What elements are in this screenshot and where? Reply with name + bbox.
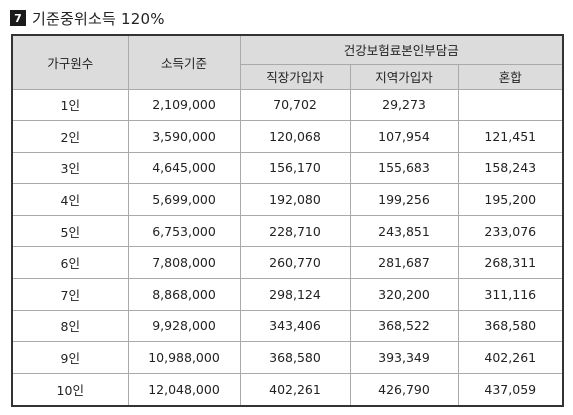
table-row: 2인 3,590,000 120,068 107,954 121,451 <box>13 120 563 153</box>
cell-regional: 243,851 <box>349 214 459 248</box>
cell-mixed: 402,261 <box>457 341 563 374</box>
cell-mixed: 195,200 <box>457 183 563 216</box>
cell-income: 10,988,000 <box>127 341 241 374</box>
cell-regional: 29,273 <box>349 88 459 122</box>
cell-employee: 402,261 <box>239 372 351 405</box>
cell-employee: 228,710 <box>239 214 351 248</box>
table-row: 1인 2,109,000 70,702 29,273 <box>13 88 563 122</box>
cell-employee: 343,406 <box>239 309 351 343</box>
header-income-standard: 소득기준 <box>127 36 241 90</box>
cell-mixed: 233,076 <box>457 214 563 248</box>
cell-household: 2인 <box>13 120 129 153</box>
table-row: 4인 5,699,000 192,080 199,256 195,200 <box>13 183 563 216</box>
table-row: 7인 8,868,000 298,124 320,200 311,116 <box>13 278 563 311</box>
cell-income: 6,753,000 <box>127 214 241 248</box>
cell-mixed <box>457 88 563 122</box>
table-row: 5인 6,753,000 228,710 243,851 233,076 <box>13 214 563 248</box>
cell-regional: 426,790 <box>349 372 459 405</box>
cell-regional: 368,522 <box>349 309 459 343</box>
cell-household: 10인 <box>13 372 129 405</box>
cell-household: 8인 <box>13 309 129 343</box>
cell-regional: 155,683 <box>349 151 459 185</box>
header-household-count: 가구원수 <box>13 36 129 90</box>
cell-income: 9,928,000 <box>127 309 241 343</box>
header-regional-subscriber: 지역가입자 <box>349 63 459 90</box>
cell-regional: 281,687 <box>349 246 459 280</box>
cell-mixed: 121,451 <box>457 120 563 153</box>
cell-income: 2,109,000 <box>127 88 241 122</box>
header-mixed: 혼합 <box>457 63 563 90</box>
section-title: 기준중위소득 120% <box>32 9 165 28</box>
table-row: 3인 4,645,000 156,170 155,683 158,243 <box>13 151 563 185</box>
cell-income: 8,868,000 <box>127 278 241 311</box>
cell-income: 4,645,000 <box>127 151 241 185</box>
cell-regional: 107,954 <box>349 120 459 153</box>
cell-employee: 260,770 <box>239 246 351 280</box>
cell-mixed: 311,116 <box>457 278 563 311</box>
cell-household: 4인 <box>13 183 129 216</box>
section-number-badge: 7 <box>10 10 26 26</box>
cell-mixed: 437,059 <box>457 372 563 405</box>
cell-household: 3인 <box>13 151 129 185</box>
table-row: 9인 10,988,000 368,580 393,349 402,261 <box>13 341 563 374</box>
cell-mixed: 368,580 <box>457 309 563 343</box>
header-employee-subscriber: 직장가입자 <box>240 63 351 90</box>
header-premium-group: 건강보험료본인부담금 <box>239 36 563 65</box>
cell-household: 9인 <box>13 341 129 374</box>
section-heading: 7 기준중위소득 120% <box>10 7 165 29</box>
cell-employee: 192,080 <box>239 183 351 216</box>
cell-income: 3,590,000 <box>127 120 241 153</box>
cell-income: 5,699,000 <box>127 183 241 216</box>
cell-employee: 156,170 <box>239 151 351 185</box>
cell-employee: 70,702 <box>239 88 351 122</box>
cell-regional: 393,349 <box>349 341 459 374</box>
cell-household: 6인 <box>13 246 129 280</box>
cell-mixed: 268,311 <box>457 246 563 280</box>
cell-regional: 320,200 <box>349 278 459 311</box>
cell-regional: 199,256 <box>349 183 459 216</box>
cell-household: 5인 <box>13 214 129 248</box>
cell-employee: 298,124 <box>239 278 351 311</box>
cell-employee: 368,580 <box>239 341 351 374</box>
table-row: 6인 7,808,000 260,770 281,687 268,311 <box>13 246 563 280</box>
table-row: 8인 9,928,000 343,406 368,522 368,580 <box>13 309 563 343</box>
income-premium-table: 가구원수 소득기준 건강보험료본인부담금 직장가입자 지역가입자 혼합 1인 2… <box>11 34 564 407</box>
cell-employee: 120,068 <box>239 120 351 153</box>
table-row: 10인 12,048,000 402,261 426,790 437,059 <box>13 372 563 405</box>
cell-income: 7,808,000 <box>127 246 241 280</box>
cell-mixed: 158,243 <box>457 151 563 185</box>
cell-household: 7인 <box>13 278 129 311</box>
cell-income: 12,048,000 <box>127 372 241 405</box>
cell-household: 1인 <box>13 88 129 122</box>
